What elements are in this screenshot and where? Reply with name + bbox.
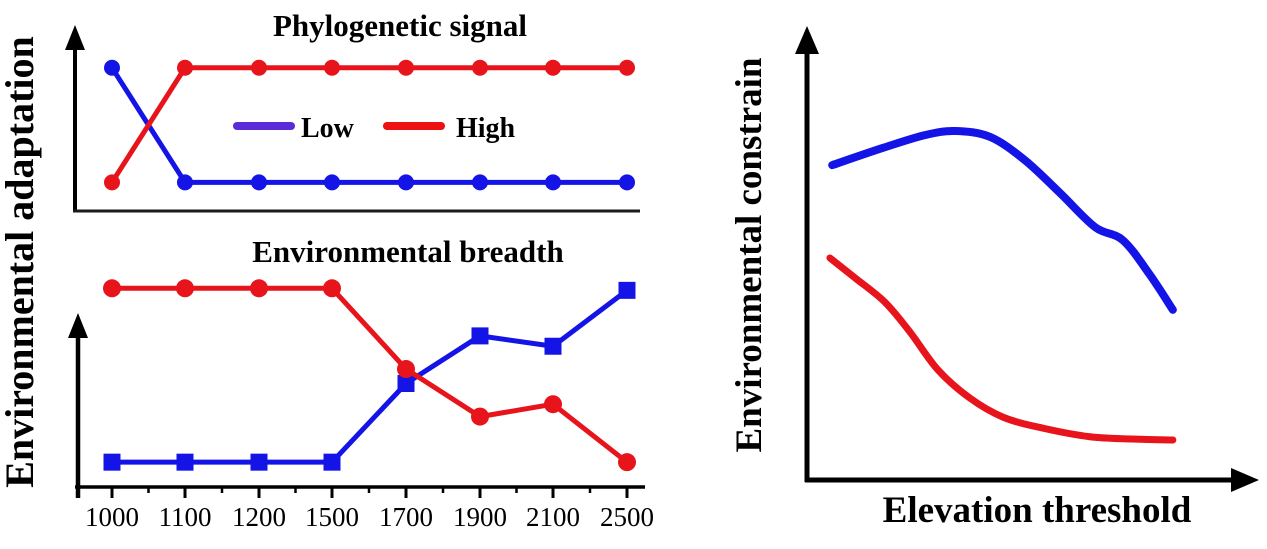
phylogenetic-signal-chart: Phylogenetic signal Low High [65,8,640,213]
low-series-marker [103,453,121,471]
right-y-axis-label: Environmental constrain [729,57,770,452]
constrain-chart-series [826,126,1177,444]
low-series-line [109,65,630,185]
environmental-breadth-chart: Environmental breadth 1000 1100 1200 1500 17… [68,234,654,532]
legend-label-low: Low [301,113,355,144]
low-series-marker [398,174,414,191]
chart-title: Environmental breadth [252,234,563,269]
low-series-marker [177,174,193,191]
low-series-marker [544,337,562,355]
high-series-marker [250,279,268,298]
high-series-marker [471,407,489,426]
high-series-marker [176,279,194,298]
right-panel: Environmental constrain Elevation thresh… [729,26,1259,531]
legend-item-low: Low [233,113,355,144]
x-axis-arrow-icon [1231,468,1259,492]
high-series-marker [324,59,340,76]
high-series-marker [177,59,193,76]
low-series-marker [545,174,561,191]
right-x-axis-label: Elevation threshold [883,490,1192,531]
blue-curve [828,126,1177,314]
low-series-line [109,287,630,465]
high-series-line [109,285,630,465]
legend-label-high: High [456,113,516,144]
low-series-marker [104,59,120,76]
top-chart-series [104,59,635,191]
low-series-marker [323,453,341,471]
x-tick-label: 2500 [600,502,654,532]
x-tick-label: 1000 [85,502,139,532]
low-series-marker [619,174,635,191]
x-tick-label: 1200 [232,502,286,532]
high-series-marker [251,59,267,76]
x-tick-label: 1900 [453,502,507,532]
x-tick-label: 2100 [526,502,580,532]
y-axis-arrow-icon [65,25,85,50]
bottom-chart-series [103,279,636,472]
x-tick-labels: 1000 1100 1200 1500 1700 1900 2100 2500 [85,502,654,532]
low-series-marker [250,453,268,471]
high-series-marker [104,174,120,191]
high-series-line [109,65,630,185]
high-series-marker [544,395,562,414]
x-axis-ticks [110,487,629,498]
high-series-marker [545,59,561,76]
low-series-marker [251,174,267,191]
x-tick-label: 1700 [379,502,433,532]
legend: Low High [233,113,516,144]
red-curve [826,254,1177,444]
left-y-axis-label: Environmental adaptation [0,36,42,488]
legend-item-high: High [383,113,516,144]
y-axis-arrow-icon [795,26,819,54]
high-series-marker [618,453,636,472]
high-series-marker [619,59,635,76]
low-series-marker [324,174,340,191]
chart-title: Phylogenetic signal [273,8,527,43]
low-series-marker [176,453,194,471]
low-series-marker [397,375,415,392]
left-panel: Environmental adaptation Phylogenetic si… [0,8,654,532]
low-series-marker [471,327,489,345]
x-tick-label: 1100 [159,502,212,532]
high-series-marker [397,360,415,379]
high-series-marker [323,279,341,298]
high-series-marker [472,59,488,76]
x-tick-label: 1500 [305,502,359,532]
high-series-marker [398,59,414,76]
high-series-marker [103,279,121,298]
low-series-marker [618,281,636,299]
y-axis-arrow-icon [68,313,88,338]
low-series-marker [472,174,488,191]
